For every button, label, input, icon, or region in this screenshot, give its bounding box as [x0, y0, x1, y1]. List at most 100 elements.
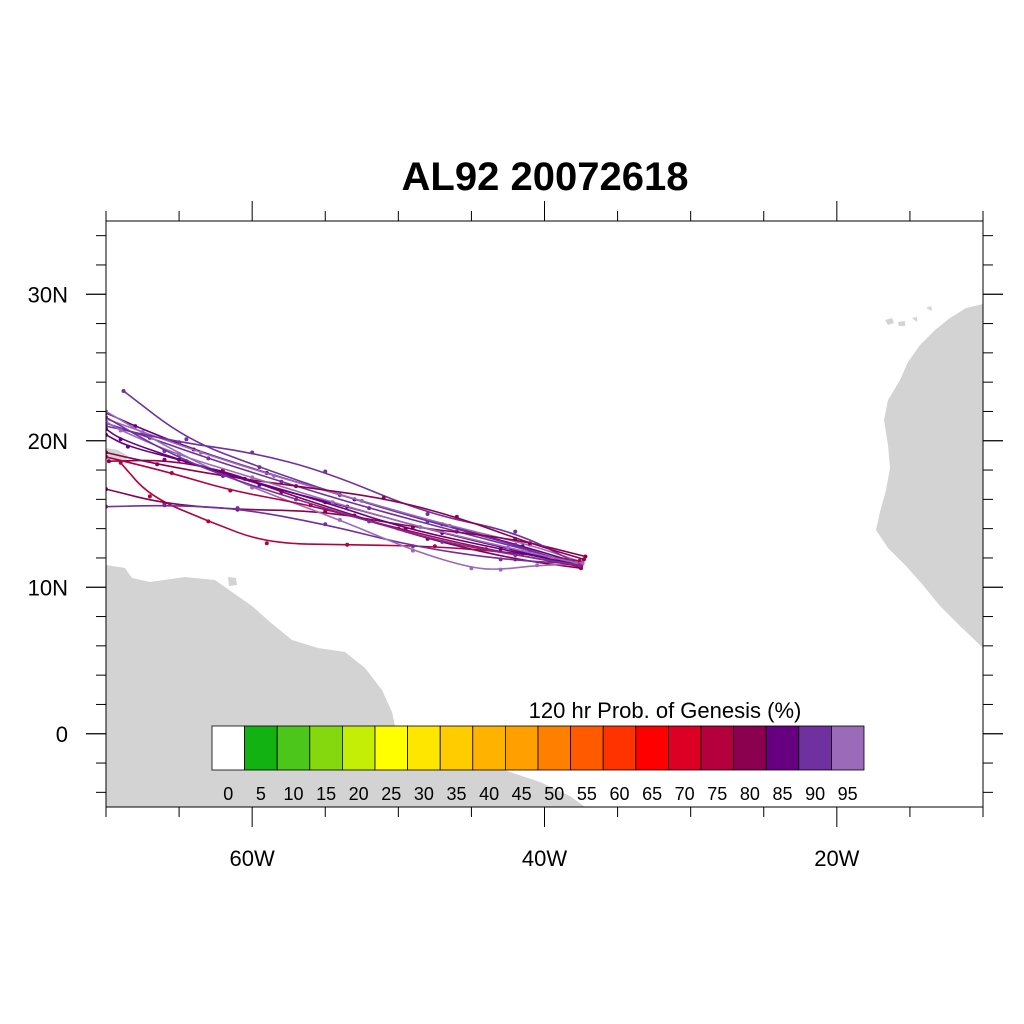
genesis-tracks	[106, 388, 588, 572]
map-title: AL92 20072618	[402, 155, 689, 199]
colorbar-box	[439, 725, 474, 771]
track-point	[118, 460, 123, 465]
track-point	[106, 459, 111, 464]
track-point	[454, 514, 459, 519]
colorbar-box	[244, 725, 278, 771]
colorbar-label: 95	[838, 784, 858, 804]
track-point	[323, 522, 328, 527]
track-point	[118, 428, 123, 433]
track-point	[498, 567, 503, 572]
track-point	[498, 557, 503, 562]
track-point	[199, 450, 204, 455]
track-line	[106, 416, 580, 567]
track-point	[345, 542, 350, 547]
track-point	[177, 440, 182, 445]
colorbar-label: 90	[805, 784, 825, 804]
colorbar-box	[602, 725, 637, 771]
track-line	[106, 425, 582, 566]
y-tick-label: 0	[56, 722, 68, 747]
colorbar-label: 45	[512, 784, 532, 804]
colorbar-box	[668, 725, 702, 771]
track-point	[169, 470, 174, 475]
track-point	[279, 479, 284, 484]
colorbar-box	[733, 725, 767, 771]
track-point	[220, 473, 225, 478]
colorbar-box	[341, 725, 376, 771]
track-point	[535, 563, 540, 568]
colorbar-label: 80	[740, 784, 760, 804]
colorbar-box	[537, 725, 571, 771]
track-point	[577, 563, 582, 568]
track-point	[294, 497, 299, 502]
track-point	[121, 388, 126, 393]
colorbar-title: 120 hr Prob. of Genesis (%)	[529, 698, 802, 723]
track-point	[505, 545, 510, 550]
track-point	[410, 525, 415, 530]
track-point	[257, 465, 262, 470]
track-point	[432, 544, 437, 549]
track-point	[527, 541, 532, 546]
colorbar-box	[407, 725, 441, 771]
track-point	[228, 488, 233, 493]
colorbar-label: 70	[675, 784, 695, 804]
colorbar-label: 30	[414, 784, 434, 804]
track-point	[359, 498, 364, 503]
track-point	[294, 484, 299, 489]
colorbar-label: 50	[544, 784, 564, 804]
y-tick-label: 20N	[28, 429, 68, 454]
track-line	[106, 451, 585, 561]
track-point	[125, 444, 130, 449]
track-line	[106, 504, 577, 565]
axis-ticks	[86, 201, 1003, 827]
track-point	[250, 485, 255, 490]
track-line	[123, 390, 580, 568]
track-point	[162, 449, 167, 454]
track-point	[323, 469, 328, 474]
colorbar-box	[276, 725, 311, 771]
colorbar-box	[798, 725, 832, 771]
colorbar-box	[700, 725, 734, 771]
track-point	[337, 517, 342, 522]
track-point	[513, 553, 518, 558]
colorbar-label: 5	[256, 784, 266, 804]
track-point	[257, 482, 262, 487]
colorbar-label: 75	[707, 784, 727, 804]
track-point	[440, 539, 445, 544]
track-point	[330, 500, 335, 505]
colorbar-label: 25	[381, 784, 401, 804]
x-tick-labels: 60W 40W 20W	[230, 846, 860, 871]
track-point	[469, 566, 474, 571]
track-point	[447, 523, 452, 528]
colorbar-label: 60	[609, 784, 629, 804]
land-canary-islands	[885, 306, 932, 326]
track-point	[425, 512, 430, 516]
track-point	[272, 473, 277, 478]
colorbar-box	[765, 725, 800, 771]
track-point	[418, 525, 423, 530]
track-point	[250, 475, 255, 480]
track-point	[118, 437, 123, 442]
land-africa	[876, 304, 983, 648]
track-point	[410, 548, 415, 553]
track-line	[106, 418, 583, 564]
colorbar-label: 55	[577, 784, 597, 804]
colorbar-label: 65	[642, 784, 662, 804]
track-point	[367, 506, 372, 511]
track-point	[184, 437, 189, 442]
colorbar-label: 0	[223, 784, 233, 804]
colorbar-label: 35	[446, 784, 466, 804]
x-tick-label: 20W	[814, 846, 859, 871]
colorbar-box	[831, 725, 865, 771]
track-point	[513, 529, 518, 534]
track-point	[410, 544, 415, 549]
track-point	[498, 547, 503, 552]
colorbar-box	[635, 725, 669, 771]
colorbar-box	[211, 725, 245, 771]
track-point	[155, 462, 160, 467]
y-tick-label: 10N	[28, 575, 68, 600]
track-point	[147, 494, 152, 499]
colorbar-label: 20	[349, 784, 369, 804]
track-point	[162, 457, 167, 462]
colorbar-box	[504, 725, 539, 771]
